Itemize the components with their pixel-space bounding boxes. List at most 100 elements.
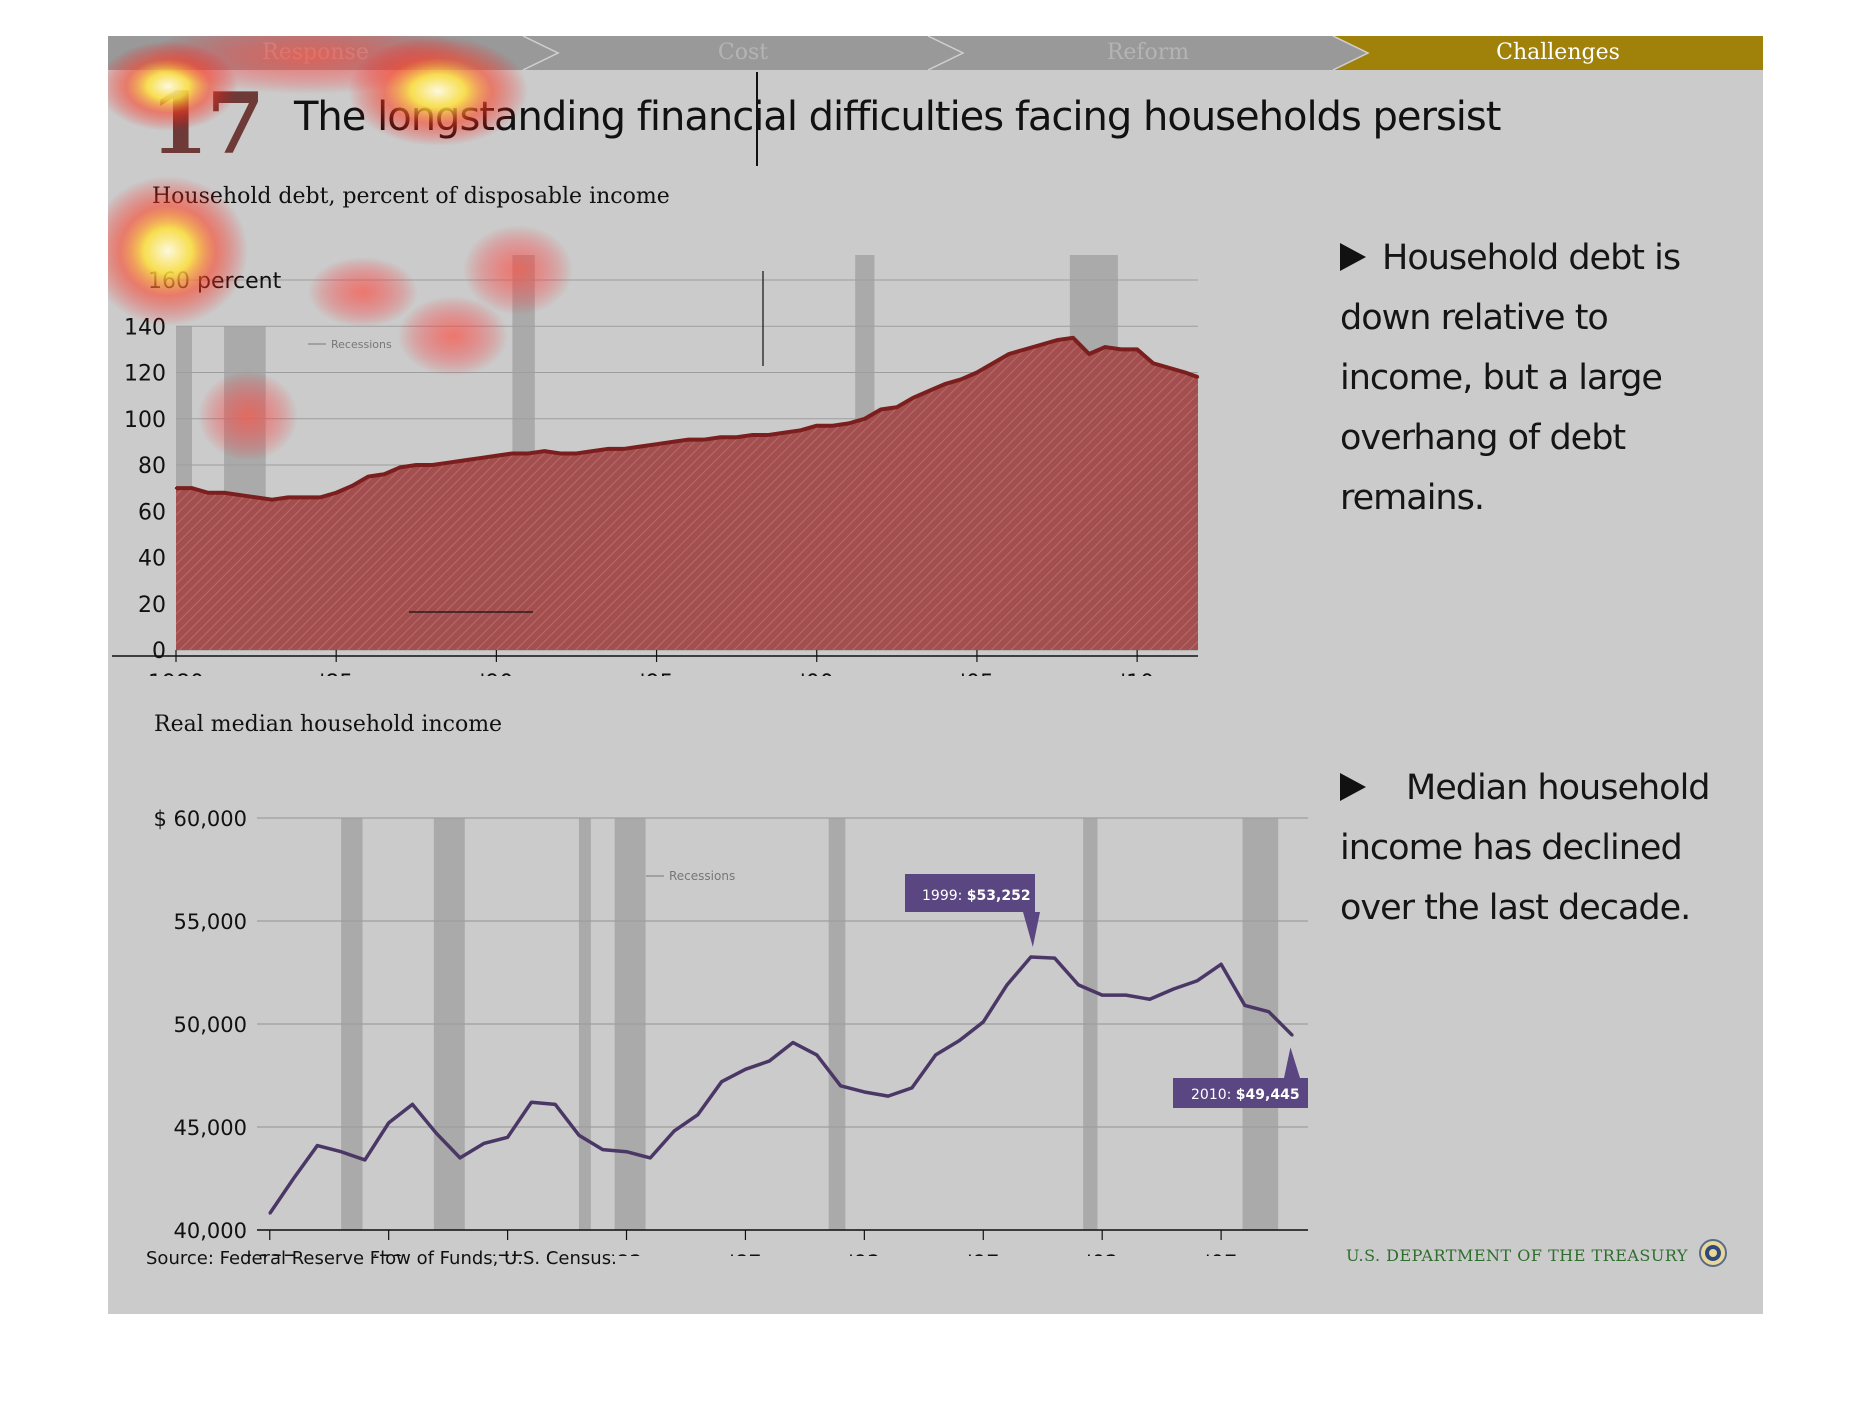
- income-data-point: [482, 1142, 486, 1145]
- debt-data-point: [655, 442, 658, 446]
- income-data-point: [1053, 956, 1056, 960]
- slide: Response Cost Reform Challenges 17 The l…: [108, 36, 1763, 1314]
- nav-tab-challenges-bg[interactable]: [1333, 36, 1763, 70]
- income-data-point: [292, 1177, 295, 1180]
- nav-tab-cost[interactable]: Cost: [717, 40, 769, 65]
- debt-data-point: [719, 436, 722, 439]
- callout-2010-box: [1173, 1078, 1308, 1108]
- callout-2010-label: 2010: $49,445: [1191, 1087, 1300, 1103]
- debt-data-point: [206, 491, 210, 494]
- debt-data-point: [623, 447, 626, 451]
- debt-data-point: [286, 496, 290, 499]
- income-data-point: [1077, 983, 1080, 987]
- income-data-point: [720, 1080, 723, 1083]
- y-tick-label: 160 percent: [148, 269, 282, 294]
- debt-data-point: [1119, 348, 1123, 351]
- income-data-point: [1291, 1034, 1294, 1037]
- x-tick-label: '82: [610, 1251, 643, 1256]
- nav-divider: [522, 36, 560, 70]
- x-tick-label: '87: [729, 1251, 762, 1256]
- nav-divider: [1332, 36, 1370, 70]
- debt-data-point: [815, 424, 818, 427]
- debt-data-point: [1196, 375, 1200, 379]
- nav-tab-challenges[interactable]: Challenges: [1496, 40, 1620, 65]
- text-cursor: [756, 72, 758, 166]
- income-data-point: [1124, 993, 1128, 997]
- income-chart-title: Real median household income: [154, 712, 503, 737]
- debt-data-point: [1167, 366, 1171, 370]
- income-data-point: [387, 1121, 390, 1125]
- income-data-point: [886, 1094, 890, 1098]
- income-data-point: [696, 1113, 700, 1116]
- income-data-point: [363, 1158, 367, 1162]
- debt-data-point: [1055, 338, 1059, 342]
- income-data-point: [958, 1039, 961, 1042]
- nav-tab-cost-bg[interactable]: [523, 36, 963, 70]
- x-tick-label: 1980Q1: [148, 671, 204, 676]
- y-tick-label: 140: [124, 315, 166, 340]
- y-tick-label: 60: [138, 500, 166, 525]
- debt-data-point: [591, 449, 594, 453]
- x-tick-label: '97: [967, 1251, 1000, 1256]
- nav-tab-reform[interactable]: Reform: [1106, 40, 1190, 65]
- income-data-point: [316, 1144, 319, 1147]
- debt-data-point: [671, 440, 674, 444]
- debt-data-point: [415, 463, 418, 467]
- debt-data-point: [1023, 348, 1027, 351]
- income-data-point: [435, 1131, 438, 1135]
- income-data-point: [1172, 987, 1175, 991]
- income-data-point: [791, 1041, 795, 1044]
- x-tick-label: '05: [960, 671, 994, 676]
- income-data-point: [1267, 1010, 1270, 1013]
- y-tick-label: 20: [138, 593, 166, 618]
- x-tick-label: '92: [848, 1251, 881, 1256]
- income-data-point: [1029, 955, 1033, 959]
- income-data-point: [601, 1148, 604, 1151]
- debt-chart-title: Household debt, percent of disposable in…: [152, 184, 670, 209]
- debt-data-point: [687, 438, 690, 441]
- x-tick-label: '00: [800, 671, 834, 676]
- debt-data-point: [767, 433, 770, 437]
- callout-1999-label: 1999: $53,252: [922, 888, 1031, 904]
- income-data-point: [863, 1090, 866, 1094]
- debt-data-point: [190, 486, 194, 490]
- household-debt-chart: 0 20 40 60 80 100 120 140 160 percent 1980Q1 '85 '9…: [112, 255, 1200, 676]
- debt-data-point: [254, 496, 258, 499]
- nav-tab-reform-bg[interactable]: [928, 36, 1368, 70]
- y-tick-label: 40: [138, 547, 166, 572]
- debt-data-point: [270, 498, 274, 501]
- debt-data-point: [399, 466, 402, 469]
- debt-data-point: [751, 433, 754, 437]
- debt-data-point: [559, 452, 562, 455]
- debt-data-point: [911, 396, 915, 400]
- income-data-point: [1148, 998, 1151, 1001]
- y-tick-label: $ 60,000: [153, 807, 247, 831]
- income-data-point: [744, 1068, 747, 1071]
- income-data-point: [506, 1136, 509, 1139]
- income-data-point: [1243, 1004, 1247, 1007]
- debt-data-point: [1007, 352, 1011, 356]
- debt-data-point: [334, 491, 338, 494]
- x-tick-label: '10: [1120, 671, 1154, 676]
- debt-data-point: [639, 445, 642, 448]
- income-data-point: [339, 1150, 343, 1153]
- debt-data-point: [831, 424, 834, 427]
- debt-data-point: [1135, 348, 1139, 351]
- debt-data-point: [959, 378, 963, 381]
- nav-divider: [927, 36, 965, 70]
- debt-data-point: [895, 405, 899, 409]
- income-data-point: [1100, 993, 1104, 997]
- callout-2010-pointer: [1284, 1047, 1300, 1078]
- income-data-point: [268, 1212, 271, 1215]
- income-data-point: [815, 1053, 818, 1057]
- debt-data-point: [703, 438, 706, 441]
- income-data-point: [577, 1134, 581, 1137]
- debt-data-point: [991, 362, 995, 365]
- debt-data-point: [879, 408, 883, 411]
- nav-tab-response[interactable]: Response: [262, 40, 369, 65]
- debt-data-point: [975, 371, 979, 374]
- debt-data-point: [847, 422, 850, 425]
- debt-data-point: [735, 436, 738, 439]
- treasury-seal-icon: [1699, 1239, 1727, 1267]
- debt-data-point: [174, 486, 178, 490]
